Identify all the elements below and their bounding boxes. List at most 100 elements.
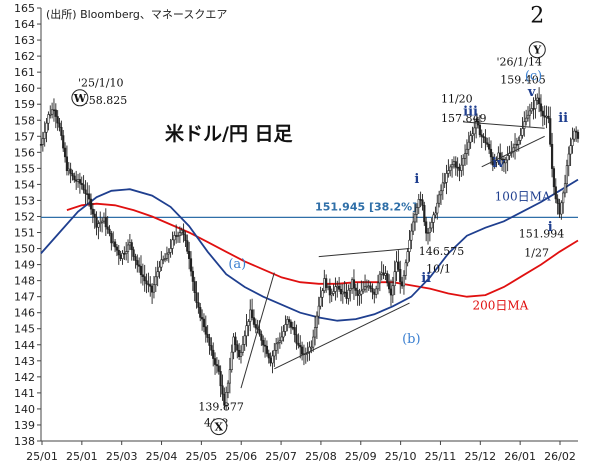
price-candle-body: [295, 334, 298, 344]
wave-label-circled: X: [214, 421, 223, 434]
price-candle-body: [45, 122, 48, 133]
price-candle-body: [571, 138, 574, 147]
price-candle-body: [452, 161, 456, 166]
price-candle-body: [543, 115, 546, 118]
price-annotation: 11/20: [441, 93, 473, 106]
price-candle-body: [197, 302, 200, 308]
price-candle-body: [363, 286, 367, 290]
price-candle-body: [89, 198, 93, 210]
price-candle-body: [352, 279, 356, 289]
price-candle-body: [371, 288, 374, 293]
price-candle-body: [299, 344, 302, 348]
price-candle-body: [567, 153, 570, 166]
price-candle-body: [80, 182, 83, 185]
price-candle-body: [145, 280, 148, 285]
price-candle-body: [88, 193, 91, 200]
x-tick-label: 25/09: [345, 450, 377, 463]
price-candle-body: [230, 351, 233, 370]
price-candle-body: [465, 148, 468, 154]
price-candle-body: [176, 235, 180, 237]
price-candle-body: [526, 114, 530, 119]
price-candle-body: [415, 207, 419, 215]
price-candle-body: [165, 253, 169, 259]
price-candle-body: [445, 173, 448, 183]
price-candle-body: [350, 279, 354, 289]
price-candle-body: [275, 343, 278, 351]
price-candle-body: [519, 135, 522, 141]
price-candle-body: [132, 249, 135, 257]
price-candle-body: [539, 103, 543, 112]
y-tick-label: 149: [14, 259, 35, 272]
price-candle-body: [63, 147, 67, 158]
y-tick-label: 162: [14, 50, 35, 63]
price-candle-body: [151, 285, 154, 293]
price-candle-body: [347, 289, 350, 299]
y-tick-label: 154: [14, 178, 35, 191]
price-candle-body: [341, 291, 344, 295]
price-candle-body: [358, 293, 361, 296]
price-candle-body: [460, 164, 463, 171]
price-candle-body: [367, 285, 370, 288]
price-candle-body: [297, 342, 300, 346]
price-candle-body: [493, 161, 496, 166]
wave-label-circled: W: [73, 92, 87, 105]
price-candle-body: [412, 221, 415, 232]
x-tick-label: 25/08: [305, 450, 337, 463]
price-candle-body: [406, 251, 409, 264]
price-candle-body: [199, 307, 202, 318]
y-tick-label: 163: [14, 34, 35, 47]
price-candle-body: [250, 309, 254, 318]
price-candle-body: [191, 270, 194, 282]
price-candle-body: [321, 290, 324, 298]
price-candle-body: [169, 248, 172, 253]
price-candle-body: [549, 118, 552, 145]
wave-label-circled: Y: [532, 44, 541, 57]
price-candle-body: [382, 272, 385, 276]
price-candle-body: [260, 333, 263, 341]
y-tick-label: 157: [14, 130, 35, 143]
price-candle-body: [282, 331, 285, 338]
price-candle-body: [362, 288, 365, 292]
price-candle-body: [52, 109, 56, 112]
price-candle-body: [300, 346, 304, 355]
price-candle-body: [441, 182, 444, 192]
price-candle-body: [469, 135, 472, 143]
price-candle-body: [397, 261, 400, 270]
y-tick-label: 161: [14, 66, 35, 79]
price-candle-body: [141, 274, 144, 277]
ma100-line: [40, 178, 579, 322]
price-candle-body: [195, 292, 198, 303]
price-annotation: 10/1: [426, 263, 451, 276]
price-candle-body: [212, 349, 215, 359]
price-candle-body: [573, 130, 576, 140]
price-candle-body: [436, 202, 439, 214]
price-candle-body: [128, 242, 131, 246]
x-tick-label: 25/01: [26, 450, 58, 463]
y-tick-label: 146: [14, 307, 35, 320]
price-candle-body: [315, 315, 319, 328]
price-candle-body: [252, 317, 256, 325]
price-candle-body: [221, 385, 224, 395]
y-tick-label: 159: [14, 98, 35, 111]
y-tick-label: 156: [14, 146, 35, 159]
price-candle-body: [99, 222, 102, 224]
price-candle-body: [84, 189, 87, 195]
price-candle-body: [404, 262, 407, 276]
price-candle-body: [219, 371, 222, 387]
price-candle-body: [393, 271, 396, 287]
wave-degree-label: 2: [530, 3, 544, 28]
price-candle-body: [126, 244, 130, 252]
price-candle-body: [552, 168, 556, 188]
price-candle-body: [438, 194, 441, 204]
y-tick-label: 153: [14, 194, 35, 207]
price-candle-body: [376, 282, 380, 290]
price-candle-body: [43, 131, 46, 139]
price-candle-body: [67, 168, 70, 172]
price-candle-body: [254, 324, 257, 329]
price-candle-body: [173, 235, 176, 241]
price-candle-body: [273, 350, 276, 357]
price-candle-body: [360, 290, 363, 295]
price-candle-body: [241, 344, 244, 353]
price-candle-body: [538, 97, 541, 105]
